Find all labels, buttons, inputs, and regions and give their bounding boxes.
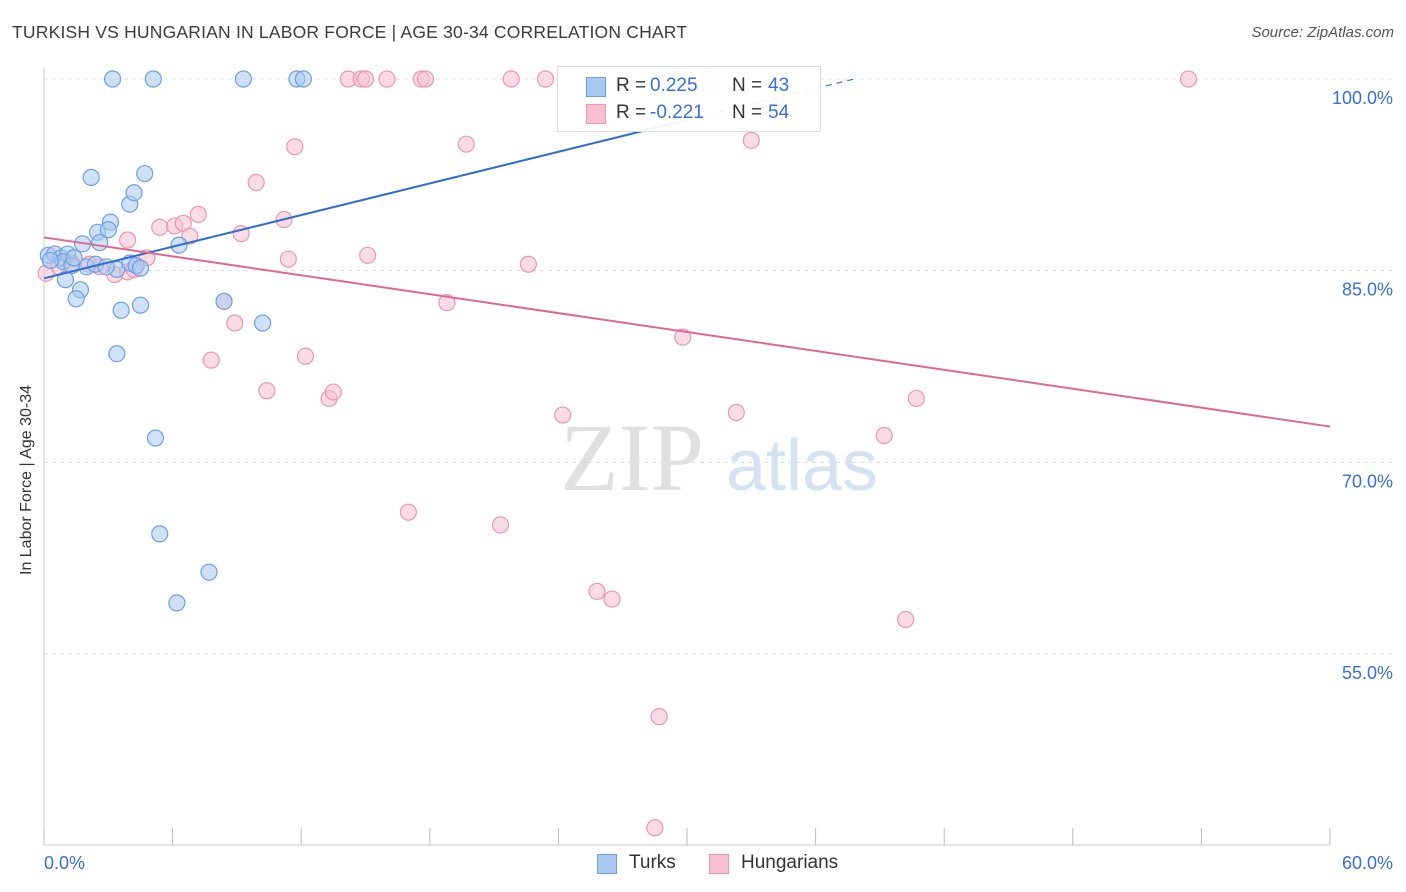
y-tick-label: 70.0% [1342,471,1393,491]
turks-point [151,525,169,543]
hungarians-point [491,516,510,534]
turks-swatch [586,77,606,97]
turks-point [112,301,130,319]
turks-point [131,296,150,314]
watermark-zip: ZIP [560,404,704,511]
hungarians-point [519,255,537,273]
hungarians-point [502,70,520,88]
hungarians-r-label: R = [616,102,647,123]
y-axis-label: In Labor Force | Age 30-34 [18,384,35,575]
turks-point [41,251,60,270]
hungarians-point [742,131,760,149]
y-tick-label: 85.0% [1342,280,1393,300]
hungarians-point [650,708,668,726]
hungarians-point [296,347,315,365]
turks-n-label: N = [732,75,763,96]
turks-trend-line [43,119,688,280]
y-tick-label: 55.0% [1342,663,1393,683]
turks-point [254,314,272,332]
turks-point [146,429,165,447]
hungarians-point [897,610,915,629]
turks-point [103,70,122,88]
hungarians-point [258,382,276,400]
x-tick-label: 0.0% [44,853,85,873]
hungarians-point [646,819,664,837]
hungarians-point [226,314,244,332]
turks-point [234,70,252,88]
turks-point [91,233,109,252]
turks-points [39,70,688,612]
turks-r-value: 0.225 [650,75,698,96]
hungarians-point [202,351,220,369]
turks-point [144,70,162,88]
turks-point [294,70,312,88]
tick-labels: 100.0% 85.0% 70.0% 55.0% 0.0% 60.0% [44,88,1393,873]
zipatlas-watermark: ZIP atlas [560,404,878,511]
hungarians-point [907,389,925,408]
hungarians-point [324,383,342,401]
hungarians-swatch [586,104,606,124]
hungarians-legend-label: Hungarians [741,852,839,873]
turks-point [200,563,218,581]
watermark-atlas: atlas [726,426,878,506]
hungarians-r-value: -0.221 [650,102,704,123]
hungarians-n-label: N = [732,102,763,123]
source-label: Source: ZipAtlas.com [1251,24,1394,41]
hungarians-point [189,205,207,224]
turks-point [215,292,233,310]
turks-r-label: R = [616,75,647,96]
hungarians-point [286,138,304,156]
turks-point [56,271,75,289]
y-tick-label: 100.0% [1332,88,1393,108]
hungarians-point [151,218,169,236]
hungarians-point [554,406,572,424]
turks-point [99,221,117,239]
hungarians-point [603,590,621,608]
hungarians-point [279,250,297,268]
turks-point [168,594,186,612]
turks-point [67,290,85,308]
hungarians-point [438,294,456,312]
hungarians-point [727,403,745,422]
hungarians-point [875,426,893,445]
turks-point [125,184,143,202]
turks-n-value: 43 [768,75,790,96]
turks-point [131,259,150,277]
hungarians-point [1179,70,1198,88]
trend-lines [43,78,1331,428]
hungarians-point [674,328,692,346]
hungarians-point [359,246,377,264]
hungarians-point [416,70,435,88]
turks-point [108,345,126,363]
hungarians-point [536,70,555,88]
hungarians-point [588,582,606,600]
x-tick-label: 60.0% [1342,853,1393,873]
hungarians-point [378,70,396,88]
hungarians-n-value: 54 [768,102,790,123]
hungarians-point [247,173,265,192]
turks-legend-swatch [597,854,617,874]
chart-title: TURKISH VS HUNGARIAN IN LABOR FORCE | AG… [12,22,688,42]
turks-point [136,164,154,183]
turks-point [82,168,100,186]
hungarians-legend-swatch [709,854,729,874]
turks-point [65,249,83,267]
stats-legend: R = 0.225 N = 43 R = -0.221 N = 54 [557,66,821,132]
turks-legend-label: Turks [629,852,676,873]
hungarians-point [118,231,137,249]
hungarians-point [399,503,417,521]
hungarians-trend-line [43,236,1331,428]
hungarians-point [356,70,375,88]
turks-trend-line-dashed [686,78,855,121]
axes [43,68,1331,846]
grid-lines [44,78,1392,655]
hungarians-point [457,135,475,153]
